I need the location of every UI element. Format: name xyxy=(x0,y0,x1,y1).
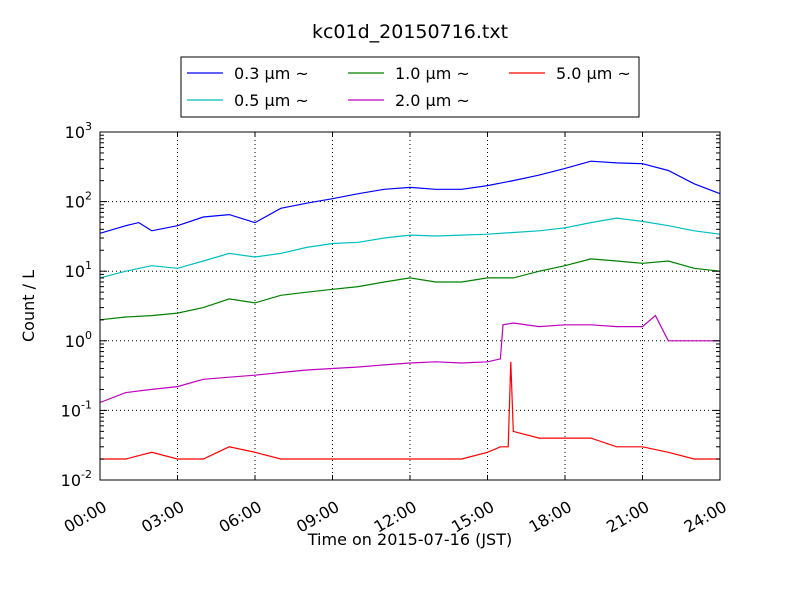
legend-frame xyxy=(180,56,640,118)
x-tick-label: 24:00 xyxy=(681,497,730,537)
x-tick-label: 06:00 xyxy=(216,497,265,537)
legend-label-2: 1.0 μm ~ xyxy=(395,64,470,83)
y-tick-label: 103 xyxy=(65,120,92,142)
y-tick-label: 10-1 xyxy=(61,398,92,420)
series-line-0 xyxy=(99,160,721,234)
series-line-4 xyxy=(100,361,720,460)
grid xyxy=(100,132,720,480)
x-tick-label: 00:00 xyxy=(61,497,110,537)
y-tick-label: 10-2 xyxy=(61,468,92,490)
x-tick-label: 21:00 xyxy=(603,497,652,537)
legend-label-0: 0.3 μm ~ xyxy=(234,64,309,83)
series-line-2 xyxy=(99,258,721,321)
ticks: 00:00 03:00 06:00 09:00 12:00 15:00 18:00 21:00… xyxy=(61,120,730,537)
x-tick-label: 03:00 xyxy=(138,497,187,537)
series-line-3 xyxy=(99,314,720,404)
x-axis-label: Time on 2015-07-16 (JST) xyxy=(307,530,512,549)
series-line-1 xyxy=(99,217,721,279)
x-tick-label: 18:00 xyxy=(526,497,575,537)
legend: 0.3 μm ~ 0.5 μm ~ 1.0 μm ~ 2.0 μm ~ 5.0 μm ~ xyxy=(180,56,640,118)
y-tick-label: 102 xyxy=(65,190,92,212)
y-axis-label: Count / L xyxy=(19,270,38,342)
series-layer xyxy=(99,160,721,460)
y-tick-label: 101 xyxy=(65,259,92,281)
legend-label-3: 2.0 μm ~ xyxy=(395,91,470,110)
y-tick-label: 100 xyxy=(65,329,92,351)
legend-label-1: 0.5 μm ~ xyxy=(234,91,309,110)
chart-title: kc01d_20150716.txt xyxy=(312,21,508,43)
legend-label-4: 5.0 μm ~ xyxy=(556,64,631,83)
